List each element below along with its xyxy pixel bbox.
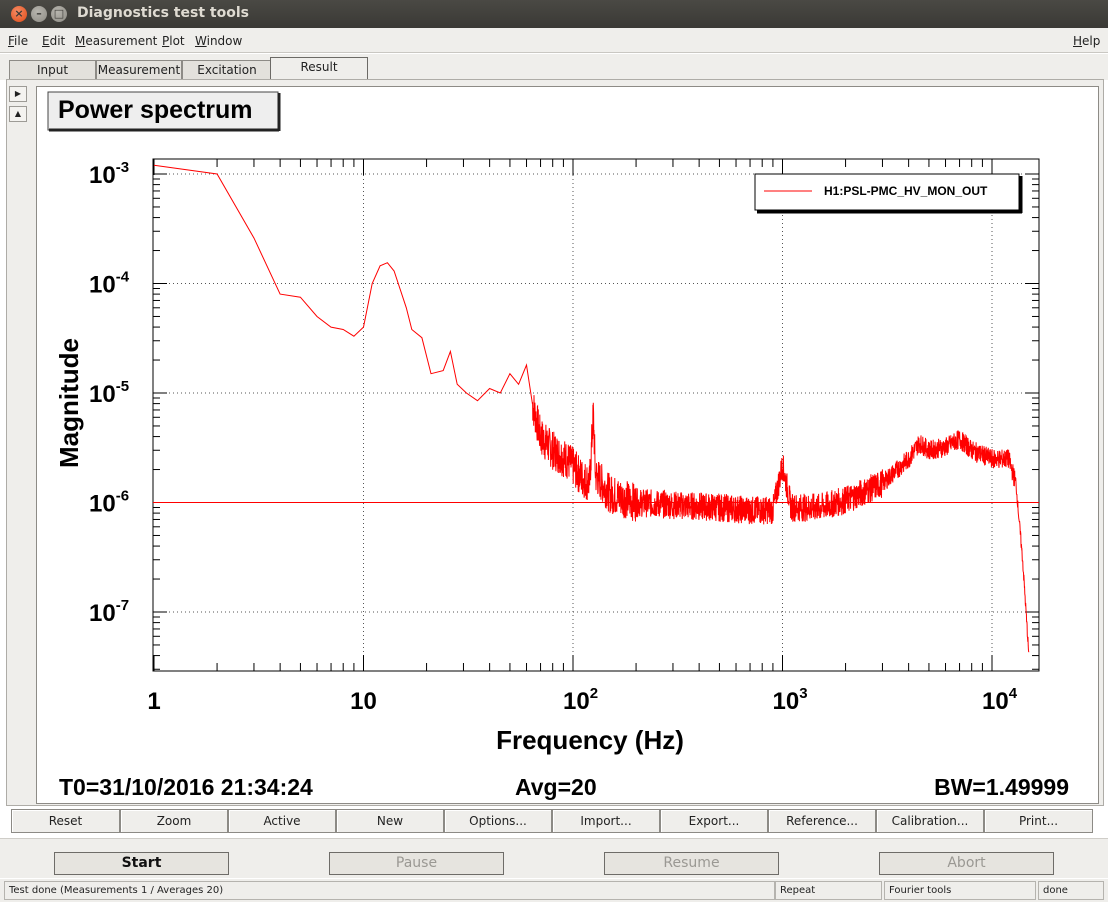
menu-edit[interactable]: Edit (42, 34, 66, 48)
menu-help[interactable]: Help (1073, 34, 1101, 48)
menu-measurement[interactable]: Measurement (75, 34, 158, 48)
title-bar: × – □ Diagnostics test tools (0, 0, 1108, 28)
status-state: done (1038, 881, 1104, 900)
legend-label: H1:PSL-PMC_HV_MON_OUT (824, 184, 988, 198)
status-bar: Test done (Measurements 1 / Averages 20)… (0, 879, 1108, 902)
menu-window[interactable]: Window (195, 34, 243, 48)
y-tick-label: 10-3 (89, 159, 129, 189)
tab-excitation[interactable]: Excitation (182, 60, 272, 80)
y-tick-label: 10-6 (89, 488, 129, 518)
reference-button[interactable]: Reference... (768, 809, 876, 833)
x-axis-label: Frequency (Hz) (496, 725, 684, 755)
print-button[interactable]: Print... (984, 809, 1093, 833)
start-button[interactable]: Start (54, 852, 229, 875)
status-message: Test done (Measurements 1 / Averages 20) (4, 881, 775, 900)
plot-area (152, 158, 1040, 672)
plot-title: Power spectrum (58, 96, 253, 124)
y-tick-label: 10-7 (89, 597, 129, 627)
new-button[interactable]: New (336, 809, 444, 833)
pause-button[interactable]: Pause (329, 852, 504, 875)
x-tick-label: 103 (773, 685, 808, 715)
legend: H1:PSL-PMC_HV_MON_OUT (754, 173, 1023, 214)
export-button[interactable]: Export... (660, 809, 768, 833)
plot-title-box: Power spectrum (47, 91, 281, 132)
y-tick-label: 10-5 (89, 378, 129, 408)
collapse-up-icon[interactable]: ▲ (9, 106, 27, 122)
x-tick-label: 1 (147, 688, 160, 715)
traces (153, 164, 1039, 653)
import-button[interactable]: Import... (552, 809, 660, 833)
spectrum-trace (153, 164, 1030, 653)
y-axis-label: Magnitude (54, 338, 84, 468)
options-button[interactable]: Options... (444, 809, 552, 833)
status-mode: Repeat (775, 881, 882, 900)
grid-lines (153, 159, 1039, 671)
x-tick-label: 102 (563, 685, 598, 715)
status-tool: Fourier tools (884, 881, 1036, 900)
spectrum-chart[interactable]: Power spectrum 10-310-410-510-610-7 1 10 1… (37, 87, 1100, 805)
avg-label: Avg=20 (515, 774, 597, 800)
plot-canvas[interactable]: Power spectrum 10-3 10-4 10-5 10-6 10-7 1 10 1… (36, 86, 1099, 804)
resume-button[interactable]: Resume (604, 852, 779, 875)
abort-button[interactable]: Abort (879, 852, 1054, 875)
expand-right-icon[interactable]: ▶ (9, 86, 27, 102)
minimize-window-icon[interactable]: – (31, 6, 47, 22)
bw-label: BW=1.49999 (934, 774, 1069, 800)
control-row: Start Pause Resume Abort (0, 838, 1108, 878)
x-tick-label: 104 (982, 685, 1018, 715)
calibration-button[interactable]: Calibration... (876, 809, 984, 833)
window-title: Diagnostics test tools (77, 5, 249, 21)
tab-row: Input Measurement Excitation Result (0, 54, 1108, 81)
zoom-button[interactable]: Zoom (120, 809, 228, 833)
x-tick-label: 10 (350, 688, 377, 715)
y-axis-ticks: 10-3 10-4 10-5 10-6 10-7 (89, 159, 1039, 670)
menu-bar: File Edit Measurement Plot Window Help (0, 28, 1108, 53)
t0-label: T0=31/10/2016 21:34:24 (59, 774, 313, 800)
tab-result[interactable]: Result (270, 57, 368, 81)
active-button[interactable]: Active (228, 809, 336, 833)
reset-button[interactable]: Reset (11, 809, 120, 833)
maximize-window-icon[interactable]: □ (51, 6, 67, 22)
close-window-icon[interactable]: × (11, 6, 27, 22)
tab-input[interactable]: Input (9, 60, 96, 80)
menu-file[interactable]: File (8, 34, 29, 48)
x-axis-ticks: 1 10 102 103 104 (147, 159, 1018, 715)
tab-measurement[interactable]: Measurement (96, 60, 182, 80)
y-tick-label: 10-4 (89, 269, 130, 299)
menu-plot[interactable]: Plot (162, 34, 185, 48)
